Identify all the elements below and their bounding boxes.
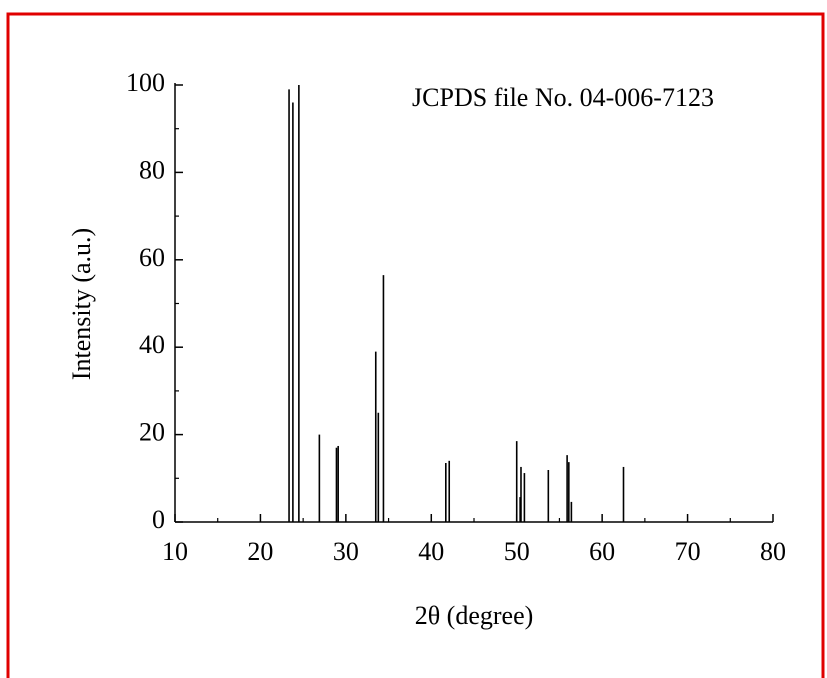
y-tick-label: 80 xyxy=(139,155,165,184)
x-tick-label: 10 xyxy=(162,537,188,566)
x-tick-label: 60 xyxy=(589,537,615,566)
frame xyxy=(6,12,825,678)
y-tick-label: 60 xyxy=(139,243,165,272)
x-tick-label: 20 xyxy=(247,537,273,566)
x-tick-label: 70 xyxy=(675,537,701,566)
x-tick-label: 40 xyxy=(418,537,444,566)
y-tick-label: 40 xyxy=(139,330,165,359)
y-tick-label: 100 xyxy=(126,68,165,97)
annotation: JCPDS file No. 04-006-7123 xyxy=(412,83,714,112)
x-tick-label: 80 xyxy=(760,537,786,566)
y-tick-label: 20 xyxy=(139,418,165,447)
x-tick-label: 30 xyxy=(333,537,359,566)
y-axis-label: Intensity (a.u.) xyxy=(67,228,96,380)
y-tick-label: 0 xyxy=(152,505,165,534)
x-axis-label: 2θ (degree) xyxy=(415,601,534,630)
x-tick-label: 50 xyxy=(504,537,530,566)
